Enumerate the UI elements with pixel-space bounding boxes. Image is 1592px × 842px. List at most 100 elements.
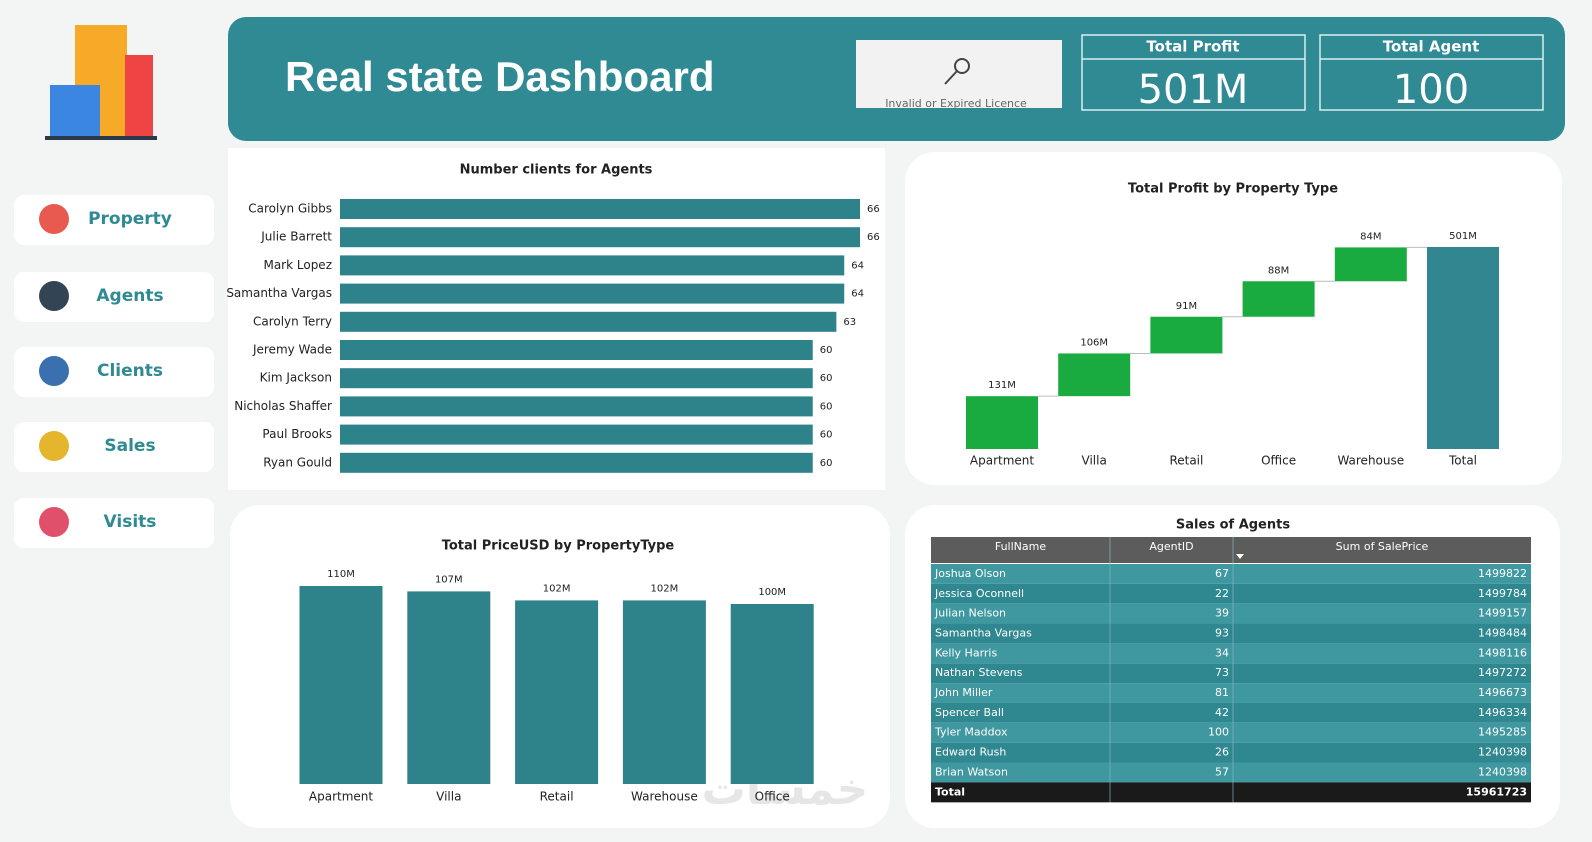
waterfall-bar [1242, 281, 1315, 317]
licence-text: Invalid or Expired Licence [885, 97, 1027, 110]
waterfall-bar [1334, 247, 1407, 282]
x-tick-label: Apartment [970, 454, 1034, 468]
waterfall-bar [966, 396, 1038, 449]
bar [340, 340, 813, 360]
kpi-card [1081, 34, 1306, 111]
waterfall-bar [1150, 316, 1223, 354]
bar [340, 424, 813, 445]
logo [45, 25, 157, 140]
table-cell: 42 [1215, 706, 1229, 719]
kpi-label: Total Agent [1383, 38, 1480, 56]
table-total-label: Total [935, 785, 965, 798]
table-row [931, 683, 1531, 703]
data-label: 60 [820, 458, 833, 469]
bar [340, 283, 845, 304]
key-icon [944, 70, 958, 85]
data-label: 66 [867, 232, 880, 243]
data-label: 88M [1268, 265, 1289, 276]
table-cell: 34 [1215, 646, 1229, 659]
total-bar [1427, 247, 1499, 449]
nav-label: Property [88, 209, 172, 229]
bar [622, 600, 706, 784]
bar [515, 600, 599, 784]
x-tick-label: Office [1261, 454, 1296, 468]
nav-label: Sales [104, 436, 155, 456]
nav-button[interactable] [14, 272, 214, 322]
x-tick-label: Total [1448, 454, 1477, 468]
table-cell: Tyler Maddox [934, 726, 1008, 739]
table-row [931, 564, 1531, 584]
table-row [931, 702, 1531, 723]
table-row [931, 742, 1531, 763]
bar [407, 591, 491, 784]
nav-label: Clients [97, 361, 163, 381]
table-row [931, 583, 1531, 604]
x-tick-label: Retail [540, 790, 574, 804]
table-cell: 1499784 [1478, 587, 1527, 600]
sort-arrow [1236, 554, 1244, 559]
nav-button[interactable] [14, 195, 214, 245]
waterfall-bar [1058, 353, 1131, 397]
kpi-value: 100 [1393, 67, 1469, 113]
data-label: 60 [820, 430, 833, 441]
table-cell: 73 [1215, 666, 1229, 679]
bar [340, 199, 860, 219]
data-label: 64 [851, 260, 864, 271]
table-row [931, 603, 1531, 624]
licence-clip [856, 108, 1062, 112]
table-cell: Kelly Harris [935, 646, 997, 659]
data-label: 60 [820, 345, 833, 356]
y-tick-label: Mark Lopez [263, 258, 332, 272]
bar [340, 255, 845, 276]
chart-title: Total Profit by Property Type [1128, 182, 1338, 197]
x-tick-label: Villa [436, 790, 461, 804]
nav-icon [39, 356, 69, 386]
table-cell: Nathan Stevens [935, 666, 1023, 679]
table-cell: 1496334 [1478, 706, 1527, 719]
table-total-row [931, 782, 1531, 803]
table-cell: 1240398 [1478, 765, 1527, 778]
table-row [931, 762, 1531, 783]
x-tick-label: Apartment [309, 790, 373, 804]
nav-icon [39, 507, 69, 537]
y-tick-label: Kim Jackson [260, 371, 332, 385]
table-total-sum: 15961723 [1466, 785, 1527, 798]
column-header: AgentID [1149, 540, 1193, 553]
data-label: 91M [1176, 301, 1197, 312]
table-cell: 26 [1215, 746, 1229, 759]
table-cell: 1240398 [1478, 746, 1527, 759]
table-cell: Jessica Oconnell [934, 587, 1024, 600]
table-cell: 1496673 [1478, 686, 1527, 699]
table-cell: Edward Rush [935, 746, 1006, 759]
table-row [931, 663, 1531, 684]
data-label: 107M [435, 574, 463, 585]
data-label: 102M [543, 583, 571, 594]
table-cell: 39 [1215, 607, 1229, 620]
x-tick-label: Office [755, 790, 790, 804]
panel [905, 152, 1562, 485]
y-tick-label: Julie Barrett [260, 230, 332, 244]
data-label: 60 [820, 373, 833, 384]
table-cell: Joshua Olson [934, 567, 1006, 580]
data-label: 110M [327, 569, 355, 580]
table-cell: 57 [1215, 765, 1229, 778]
table-cell: 67 [1215, 567, 1229, 580]
y-tick-label: Carolyn Gibbs [248, 202, 332, 216]
table-cell: 1495285 [1478, 726, 1527, 739]
x-tick-label: Villa [1082, 454, 1107, 468]
nav-button[interactable] [14, 422, 214, 472]
y-tick-label: Carolyn Terry [253, 314, 332, 328]
chart-title: Number clients for Agents [460, 163, 653, 178]
table-cell: 1497272 [1478, 666, 1527, 679]
data-label: 64 [851, 289, 864, 300]
data-label: 60 [820, 401, 833, 412]
nav-button[interactable] [14, 347, 214, 397]
table-cell: 22 [1215, 587, 1229, 600]
kpi-card [1319, 34, 1544, 111]
table-row [931, 623, 1531, 644]
nav-button[interactable] [14, 498, 214, 548]
table-cell: John Miller [934, 686, 993, 699]
table-cell: 1499822 [1478, 567, 1527, 580]
column-header: FullName [995, 540, 1046, 553]
data-label: 100M [758, 587, 786, 598]
